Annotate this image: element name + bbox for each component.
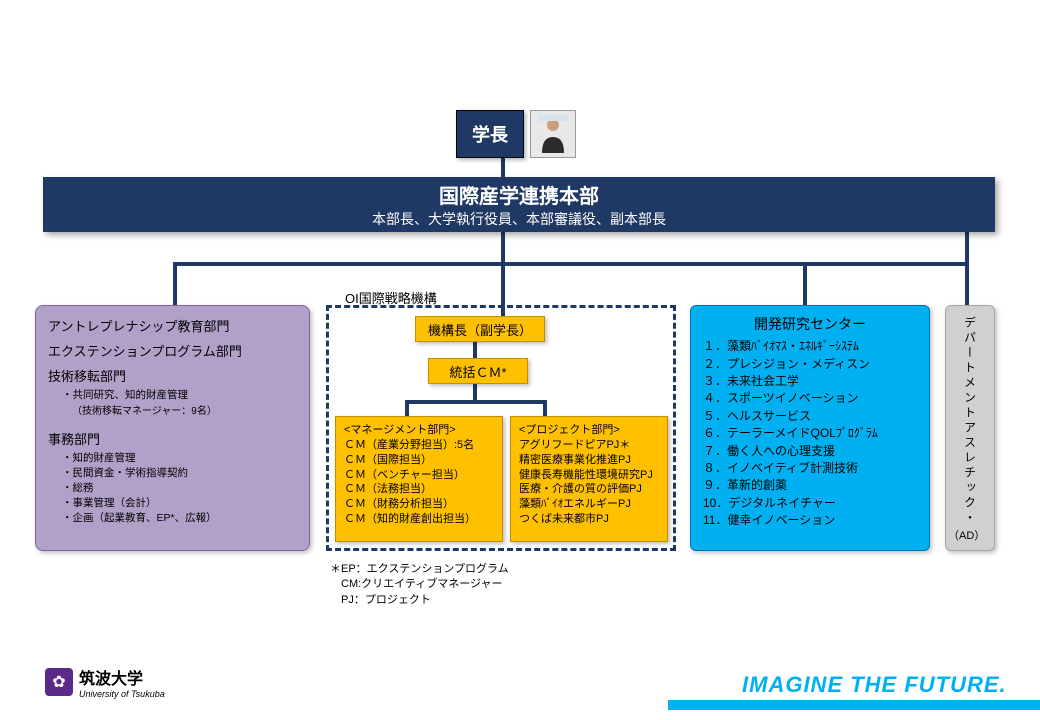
ath-suffix: （AD） xyxy=(948,527,985,543)
logo-ja: 筑波大学 xyxy=(79,665,165,689)
ath-line2: デパートメント xyxy=(962,316,979,421)
left-h2: エクステンションプログラム部門 xyxy=(48,341,297,360)
dev-box: 開発研究センター １．藻類ﾊﾞｲｵﾏｽ・ｴﾈﾙｷﾞｰｼｽﾃﾑ ２．プレシジョン・… xyxy=(690,305,930,551)
proj-l1: 精密医療事業化推進PJ xyxy=(519,453,659,468)
proj-l2: 健康長寿機能性環境研究PJ xyxy=(519,468,659,483)
footnote: ＊EP：エクステンションプログラム CM:クリエイティブマネージャー PJ：プロ… xyxy=(330,562,509,608)
mgmt-title: <マネージメント部門> xyxy=(344,423,494,438)
proj-panel: <プロジェクト部門> アグリフードピアPJ＊ 精密医療事業化推進PJ 健康長寿機… xyxy=(510,416,668,542)
line-to-left xyxy=(173,262,177,307)
dev-i7: ８．イノベイティブ計測技術 xyxy=(703,460,917,477)
proj-l0: アグリフードピアPJ＊ xyxy=(519,438,659,453)
line-pres-hq xyxy=(501,158,505,178)
line-hq-down xyxy=(501,232,505,264)
left-h3-i0: ・共同研究、知的財産管理 xyxy=(62,387,297,402)
left-h4-i4: ・企画（起業教育、EP*、広報） xyxy=(62,510,297,525)
footer-bar xyxy=(668,700,1040,710)
line-horiz xyxy=(173,262,968,266)
ath-line1: アスレチック・ xyxy=(962,421,979,526)
mgmt-l0: ＣＭ（産業分野担当）:5名 xyxy=(344,438,494,453)
proj-l5: つくば未来都市PJ xyxy=(519,512,659,527)
proj-l3: 医療・介護の質の評価PJ xyxy=(519,482,659,497)
hq-title: 国際産学連携本部 xyxy=(439,180,599,209)
dev-i5: ６．テーラーメイドQOLﾌﾟﾛｸﾞﾗﾑ xyxy=(703,425,917,442)
center-top2-label: 統括ＣＭ* xyxy=(449,362,506,381)
mgmt-panel: <マネージメント部門> ＣＭ（産業分野担当）:5名 ＣＭ（国際担当） ＣＭ（ベン… xyxy=(335,416,503,542)
dev-i2: ３．未来社会工学 xyxy=(703,373,917,390)
athletic-box: デパートメント アスレチック・ xyxy=(945,305,995,551)
dev-i9: 10．デジタルネイチャー xyxy=(703,495,917,512)
left-h3-i1: （技術移転マネージャー：9名） xyxy=(72,402,297,417)
president-photo xyxy=(530,110,576,158)
line-to-dev xyxy=(803,262,807,307)
mgmt-l1: ＣＭ（国際担当） xyxy=(344,453,494,468)
left-h4-i2: ・総務 xyxy=(62,480,297,495)
president-label: 学長 xyxy=(472,121,508,147)
president-box: 学長 xyxy=(456,110,524,158)
fn0: ＊EP：エクステンションプログラム xyxy=(330,562,509,577)
dev-i4: ５．ヘルスサービス xyxy=(703,408,917,425)
dev-i10: 11．健幸イノベーション xyxy=(703,512,917,529)
logo-mark-icon: ✿ xyxy=(45,668,73,696)
line-to-ath xyxy=(965,232,969,307)
hq-subtitle: 本部長、大学執行役員、本部審議役、副本部長 xyxy=(372,209,666,229)
mgmt-l2: ＣＭ（ベンチャー担当） xyxy=(344,468,494,483)
center-top1: 機構長（副学長） xyxy=(415,316,545,342)
left-h3: 技術移転部門 xyxy=(48,366,297,385)
fn2: PJ：プロジェクト xyxy=(330,593,509,608)
left-h4-i0: ・知的財産管理 xyxy=(62,450,297,465)
footer-slogan: IMAGINE THE FUTURE. xyxy=(742,672,1007,698)
dev-i3: ４．スポーツイノベーション xyxy=(703,390,917,407)
hq-box: 国際産学連携本部 本部長、大学執行役員、本部審議役、副本部長 xyxy=(43,177,995,232)
center-top2: 統括ＣＭ* xyxy=(428,358,528,384)
dev-i8: ９．革新的創薬 xyxy=(703,477,917,494)
university-logo: ✿ 筑波大学 University of Tsukuba xyxy=(45,665,165,699)
center-top1-label: 機構長（副学長） xyxy=(428,320,532,339)
logo-en: University of Tsukuba xyxy=(79,689,165,699)
left-h1: アントレプレナシップ教育部門 xyxy=(48,316,297,335)
person-icon xyxy=(538,115,568,153)
proj-title: <プロジェクト部門> xyxy=(519,423,659,438)
dev-i6: ７．働く人への心理支援 xyxy=(703,443,917,460)
left-box: アントレプレナシップ教育部門 エクステンションプログラム部門 技術移転部門 ・共… xyxy=(35,305,310,551)
left-h4: 事務部門 xyxy=(48,429,297,448)
mgmt-l3: ＣＭ（法務担当） xyxy=(344,482,494,497)
proj-l4: 藻類ﾊﾞｲｵエネルギーPJ xyxy=(519,497,659,512)
left-h4-i1: ・民間資金・学術指導契約 xyxy=(62,465,297,480)
mgmt-l4: ＣＭ（財務分析担当） xyxy=(344,497,494,512)
dev-i0: １．藻類ﾊﾞｲｵﾏｽ・ｴﾈﾙｷﾞｰｼｽﾃﾑ xyxy=(703,338,917,355)
dev-title: 開発研究センター xyxy=(703,314,917,334)
fn1: CM:クリエイティブマネージャー xyxy=(330,577,509,592)
left-h4-i3: ・事業管理（会計） xyxy=(62,495,297,510)
dev-i1: ２．プレシジョン・メディスン xyxy=(703,356,917,373)
mgmt-l5: ＣＭ（知的財産創出担当） xyxy=(344,512,494,527)
